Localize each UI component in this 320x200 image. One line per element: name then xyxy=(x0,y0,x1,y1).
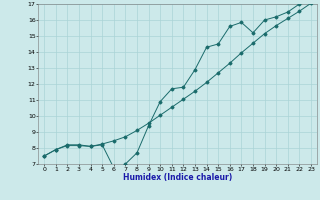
X-axis label: Humidex (Indice chaleur): Humidex (Indice chaleur) xyxy=(123,173,232,182)
